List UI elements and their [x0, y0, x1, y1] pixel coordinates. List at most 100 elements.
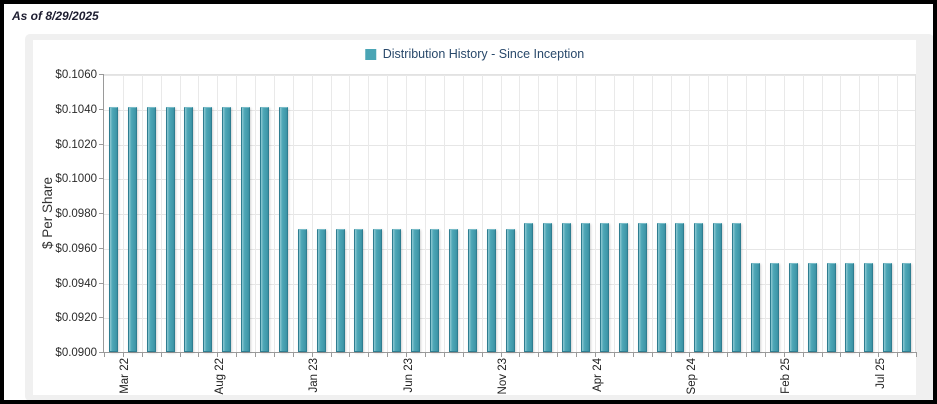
x-tick [519, 353, 521, 357]
x-grid-line [802, 75, 804, 352]
bar[interactable] [864, 263, 874, 352]
bar[interactable] [599, 223, 609, 352]
y-tick [99, 352, 104, 353]
bar[interactable] [203, 107, 213, 352]
bar[interactable] [524, 223, 534, 352]
y-tick-label: $0.1020 [55, 138, 97, 151]
bar[interactable] [845, 263, 855, 352]
x-grid-line [425, 75, 427, 352]
x-tick [783, 353, 785, 357]
x-grid-line [519, 75, 521, 352]
chart-legend[interactable]: Distribution History - Since Inception [364, 47, 584, 61]
x-tick [311, 353, 313, 357]
bar[interactable] [788, 263, 798, 352]
y-tick [99, 143, 104, 145]
x-grid-line [481, 75, 483, 352]
bar[interactable] [807, 263, 817, 352]
x-tick [727, 353, 729, 357]
bar[interactable] [467, 228, 477, 352]
y-tick [99, 317, 104, 319]
y-grid-line [104, 75, 915, 76]
y-tick [99, 74, 104, 75]
x-tick [821, 353, 823, 357]
bar[interactable] [713, 223, 723, 352]
bar[interactable] [826, 263, 836, 352]
bar[interactable] [429, 228, 439, 352]
bar[interactable] [108, 107, 118, 352]
y-tick-label: $0.0960 [55, 242, 97, 255]
x-tick [122, 353, 124, 357]
x-tick [670, 353, 672, 357]
bar[interactable] [675, 223, 685, 352]
bar[interactable] [543, 223, 553, 352]
x-tick [632, 353, 634, 357]
bar[interactable] [392, 228, 402, 352]
bar[interactable] [732, 223, 742, 352]
bar[interactable] [581, 223, 591, 352]
x-tick [538, 353, 540, 357]
x-grid-line [349, 75, 351, 352]
bar[interactable] [505, 228, 515, 352]
x-tick [217, 353, 219, 357]
x-tick [613, 353, 615, 357]
bar[interactable] [618, 223, 628, 352]
bar[interactable] [260, 107, 269, 352]
x-tick [500, 353, 502, 357]
bar[interactable] [241, 107, 251, 352]
bar[interactable] [316, 228, 326, 352]
x-tick [160, 353, 162, 357]
y-tick-label: $0.1040 [55, 103, 97, 116]
x-grid-line [746, 75, 748, 352]
x-grid-line [708, 75, 710, 352]
bar[interactable] [448, 228, 458, 352]
bar[interactable] [373, 228, 383, 352]
bar[interactable] [127, 107, 137, 352]
bar[interactable] [486, 228, 496, 352]
x-grid-line [311, 75, 313, 352]
x-tick [916, 353, 917, 357]
x-tick [292, 353, 294, 357]
x-tick [576, 353, 578, 357]
bar[interactable] [146, 107, 156, 352]
x-grid-line [255, 75, 257, 352]
x-grid-line [160, 75, 162, 352]
legend-swatch-icon [364, 48, 376, 60]
bar[interactable] [411, 228, 421, 352]
bar[interactable] [769, 263, 779, 352]
bar[interactable] [902, 263, 912, 352]
bar[interactable] [165, 107, 175, 352]
chart-panel: Distribution History - Since Inception $… [25, 34, 933, 400]
x-tick [746, 353, 748, 357]
x-tick [236, 353, 238, 357]
x-tick [255, 353, 257, 357]
bar[interactable] [335, 228, 345, 352]
x-tick [387, 353, 389, 357]
x-tick [878, 353, 880, 357]
bar[interactable] [694, 223, 704, 352]
bar[interactable] [222, 107, 232, 352]
x-grid-line [689, 75, 691, 352]
x-tick [330, 353, 332, 357]
bar[interactable] [184, 107, 194, 352]
x-grid-line [783, 75, 785, 352]
bar[interactable] [656, 223, 666, 352]
x-grid-line [594, 75, 596, 352]
bar[interactable] [354, 228, 364, 352]
bar[interactable] [750, 263, 760, 352]
y-tick-label: $0.0900 [55, 347, 97, 359]
x-tick [708, 353, 710, 357]
x-tick [481, 353, 483, 357]
x-tick [198, 353, 200, 357]
x-grid-line [387, 75, 389, 352]
x-tick [689, 353, 691, 357]
x-grid-line [462, 75, 464, 352]
bar[interactable] [562, 223, 572, 352]
bar[interactable] [637, 223, 647, 352]
x-grid-line [727, 75, 729, 352]
y-tick [99, 213, 104, 214]
x-grid-line [368, 75, 370, 352]
bar[interactable] [278, 107, 288, 352]
bar[interactable] [297, 228, 307, 352]
bar[interactable] [883, 263, 893, 352]
